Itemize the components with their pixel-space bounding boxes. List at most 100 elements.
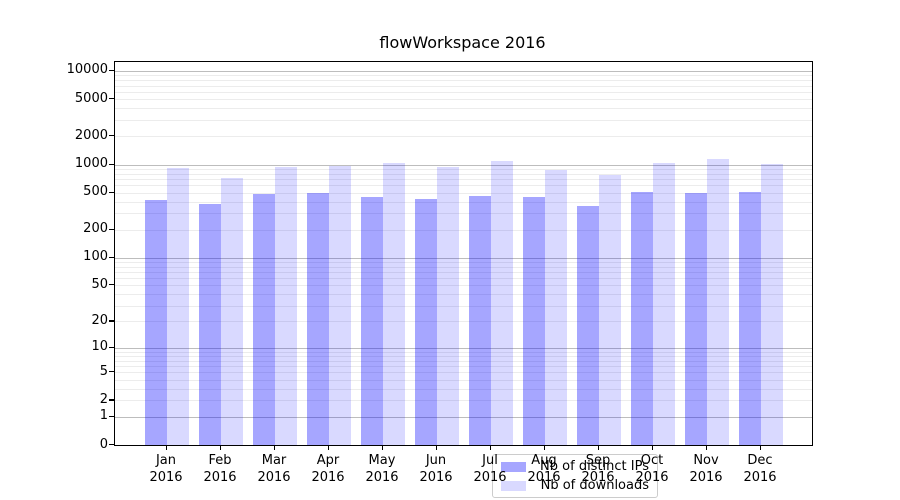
x-tick-month: Mar <box>261 453 287 468</box>
y-tick-label: 5000 <box>74 90 108 106</box>
gridline-minor <box>115 294 812 296</box>
bar-nb-of-distinct-ips-jul <box>469 195 491 445</box>
x-tick-label: Jan 2016 <box>136 452 196 486</box>
gridline-minor <box>115 168 812 170</box>
gridline-minor <box>115 91 812 93</box>
gridline-minor <box>115 261 812 263</box>
plot-area: Nb of distinct IPs Nb of downloads <box>114 61 813 498</box>
gridline-minor <box>115 229 812 231</box>
gridline-minor <box>115 178 812 180</box>
x-tick-mark <box>706 445 708 450</box>
bar-nb-of-distinct-ips-may <box>361 196 383 445</box>
x-tick-month: Jan <box>155 453 177 468</box>
x-tick-label: Mar 2016 <box>244 452 304 486</box>
x-tick-label: Jul 2016 <box>460 452 520 486</box>
x-tick-month: Aug <box>531 453 557 468</box>
y-tick-mark <box>109 444 114 446</box>
gridline-minor <box>115 99 812 101</box>
y-tick-mark <box>109 284 114 286</box>
x-tick-label: Sep 2016 <box>568 452 628 486</box>
x-tick-year: 2016 <box>689 470 723 485</box>
x-tick-year: 2016 <box>203 470 237 485</box>
y-tick-mark <box>109 228 114 230</box>
y-tick-label: 10 <box>91 339 108 355</box>
gridline-major <box>115 257 812 259</box>
gridline-minor <box>115 80 812 82</box>
bar-nb-of-distinct-ips-jun <box>415 199 437 445</box>
x-tick-label: Feb 2016 <box>190 452 250 486</box>
x-tick-label: Oct 2016 <box>622 452 682 486</box>
gridline-minor <box>115 278 812 280</box>
gridline-minor <box>115 271 812 273</box>
x-tick-year: 2016 <box>635 470 669 485</box>
gridline-minor <box>115 136 812 138</box>
gridline-minor <box>115 366 812 367</box>
x-tick-month: Dec <box>747 453 773 468</box>
x-tick-mark <box>490 445 492 450</box>
y-tick-label: 1 <box>99 408 108 424</box>
gridline-minor <box>115 400 812 402</box>
y-tick-label: 10000 <box>66 62 108 78</box>
y-tick-mark <box>109 371 114 373</box>
bar-nb-of-downloads-jan <box>167 168 189 445</box>
x-tick-label: Apr 2016 <box>298 452 358 486</box>
x-tick-year: 2016 <box>743 470 777 485</box>
bar-nb-of-downloads-apr <box>329 166 351 445</box>
x-tick-label: Aug 2016 <box>514 452 574 486</box>
bar-nb-of-downloads-nov <box>707 159 729 445</box>
gridline-minor <box>115 192 812 194</box>
gridline-minor <box>115 266 812 268</box>
x-tick-mark <box>274 445 276 450</box>
gridline-minor <box>115 213 812 215</box>
bar-nb-of-distinct-ips-dec <box>739 192 761 445</box>
y-tick-mark <box>109 135 114 137</box>
legend-item: Nb of distinct IPs <box>501 459 649 474</box>
x-tick-month: May <box>368 453 396 468</box>
bar-nb-of-distinct-ips-oct <box>631 192 653 445</box>
bar-nb-of-distinct-ips-sep <box>577 205 599 445</box>
x-tick-month: Oct <box>640 453 664 468</box>
x-tick-year: 2016 <box>419 470 453 485</box>
legend: Nb of distinct IPs Nb of downloads <box>492 454 658 498</box>
y-tick-mark <box>109 415 114 418</box>
y-tick-mark <box>109 320 114 322</box>
bar-nb-of-downloads-feb <box>221 178 243 445</box>
gridline-minor <box>115 285 812 287</box>
y-tick-mark <box>109 98 114 100</box>
legend-swatch-icon <box>501 461 526 472</box>
x-tick-mark <box>544 445 546 450</box>
legend-label: Nb of downloads <box>540 478 649 493</box>
x-tick-mark <box>382 445 384 450</box>
y-tick-label: 0 <box>99 436 108 452</box>
gridline-minor <box>115 173 812 175</box>
x-tick-year: 2016 <box>311 470 345 485</box>
y-tick-label: 1000 <box>74 155 108 171</box>
gridline-minor <box>115 119 812 121</box>
x-tick-label: Jun 2016 <box>406 452 466 486</box>
gridline-minor <box>115 355 812 357</box>
x-tick-month: Feb <box>208 453 232 468</box>
y-tick-mark <box>109 70 114 72</box>
x-tick-month: Sep <box>585 453 611 468</box>
gridline-major <box>115 416 812 418</box>
bar-nb-of-distinct-ips-aug <box>523 196 545 445</box>
y-tick-label: 500 <box>83 184 108 200</box>
x-tick-year: 2016 <box>149 470 183 485</box>
x-tick-month: Jul <box>482 453 498 468</box>
x-tick-mark <box>598 445 600 450</box>
gridline-minor <box>115 321 812 323</box>
gridline-minor <box>115 85 812 87</box>
x-tick-mark <box>436 445 438 450</box>
gridline-minor <box>115 108 812 110</box>
x-tick-label: Dec 2016 <box>730 452 790 486</box>
x-tick-month: Apr <box>316 453 340 468</box>
y-tick-label: 5 <box>99 363 108 379</box>
legend-swatch-icon <box>501 480 526 491</box>
x-tick-mark <box>760 445 762 450</box>
x-tick-year: 2016 <box>473 470 507 485</box>
gridline-minor <box>115 351 812 353</box>
y-tick-mark <box>109 346 114 348</box>
y-tick-mark <box>109 191 114 193</box>
bar-nb-of-distinct-ips-feb <box>199 204 221 445</box>
